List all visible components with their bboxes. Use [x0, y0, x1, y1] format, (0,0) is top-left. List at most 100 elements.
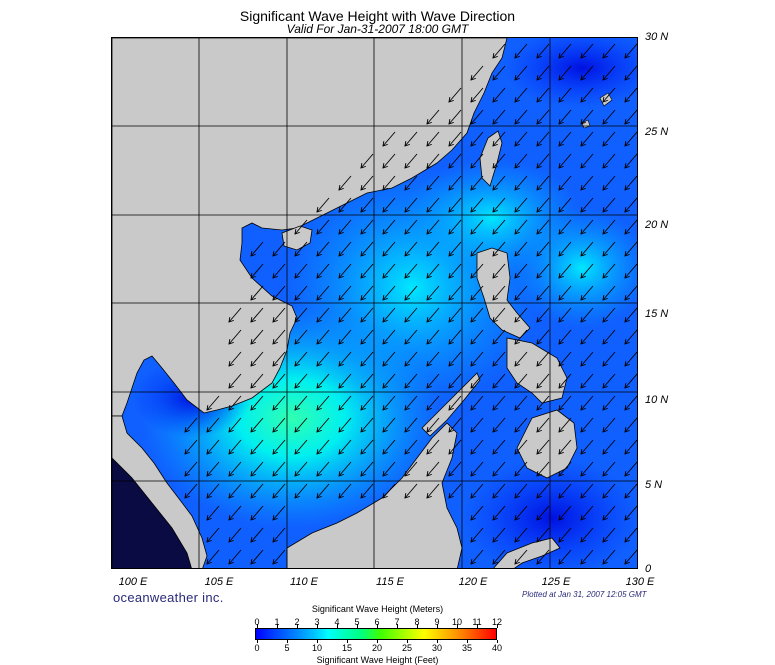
wave-arrow [493, 109, 506, 124]
wave-arrow [537, 65, 550, 80]
wave-arrow [537, 329, 550, 344]
wave-arrow [515, 351, 528, 366]
wave-arrow [559, 65, 572, 80]
legend-feet-tickmark [257, 640, 258, 643]
wave-arrow [581, 219, 594, 234]
wave-arrow [537, 461, 550, 476]
wave-arrow [471, 505, 484, 520]
wave-arrow [317, 395, 330, 410]
wave-arrow [471, 483, 484, 498]
wave-arrow [625, 263, 637, 278]
wave-arrow [273, 549, 286, 564]
wave-arrow [581, 65, 594, 80]
wave-arrow [295, 263, 308, 278]
wave-arrow [581, 153, 594, 168]
legend-meter-tick: 10 [451, 617, 463, 627]
lon-label-125e: 125 E [541, 576, 571, 588]
wave-arrow [559, 131, 572, 146]
wave-arrow [603, 241, 616, 256]
wave-arrow [317, 219, 330, 234]
wave-arrow [251, 439, 264, 454]
wave-arrow [449, 483, 462, 498]
wave-arrow [625, 439, 637, 454]
wave-arrow [471, 175, 484, 190]
wave-arrow [361, 197, 374, 212]
wave-arrow [361, 417, 374, 432]
wave-arrow [405, 395, 418, 410]
wave-arrow [207, 505, 220, 520]
wave-arrow [537, 351, 550, 366]
wave-arrow [537, 307, 550, 322]
wave-arrow [449, 219, 462, 234]
legend-meter-tick: 2 [294, 617, 300, 627]
wave-arrow [251, 285, 264, 300]
wave-arrow [581, 131, 594, 146]
wave-arrow [559, 285, 572, 300]
wave-arrow [427, 241, 440, 256]
wave-arrow [625, 549, 637, 564]
wave-arrow [493, 241, 506, 256]
wave-arrow [559, 219, 572, 234]
wave-arrow [471, 285, 484, 300]
wave-arrow [581, 461, 594, 476]
legend-feet-tick: 15 [341, 643, 353, 653]
wave-arrow [427, 219, 440, 234]
wave-arrow [471, 241, 484, 256]
wave-arrow [405, 197, 418, 212]
wave-arrow [515, 285, 528, 300]
wave-arrow [559, 483, 572, 498]
wave-arrow [603, 219, 616, 234]
wave-arrow [471, 527, 484, 542]
wave-arrow [405, 131, 418, 146]
wave-arrow [559, 439, 572, 454]
wave-arrow [251, 461, 264, 476]
wave-arrow [603, 263, 616, 278]
wave-arrow [229, 527, 242, 542]
wave-arrow [405, 219, 418, 234]
wave-arrow [185, 461, 198, 476]
wave-arrow [427, 417, 440, 432]
wave-arrow [559, 241, 572, 256]
wave-arrow [515, 527, 528, 542]
wave-arrow [295, 483, 308, 498]
wave-arrow [383, 373, 396, 388]
legend-meter-tick: 8 [414, 617, 420, 627]
wave-arrow [207, 395, 220, 410]
wave-arrow [273, 505, 286, 520]
wave-arrow [625, 329, 637, 344]
wave-arrow [449, 417, 462, 432]
wave-arrow [295, 395, 308, 410]
wave-arrow [471, 395, 484, 410]
wave-arrow [317, 263, 330, 278]
wave-arrow [405, 439, 418, 454]
wave-arrow [361, 153, 374, 168]
wave-arrow [317, 351, 330, 366]
wave-arrow [493, 395, 506, 410]
wave-arrow [493, 263, 506, 278]
lon-label-110e: 110 E [290, 576, 318, 588]
wave-arrow [339, 417, 352, 432]
wave-arrow [471, 307, 484, 322]
legend-meter-tick: 12 [491, 617, 503, 627]
wave-arrow [603, 131, 616, 146]
wave-arrow [625, 395, 637, 410]
legend-meter-tick: 11 [472, 617, 482, 627]
wave-arrow [295, 219, 308, 234]
wave-arrow [581, 241, 594, 256]
wave-arrow [251, 373, 264, 388]
lon-label-130e: 130 E [625, 576, 655, 588]
wave-arrow [603, 527, 616, 542]
wave-arrow [339, 461, 352, 476]
wave-arrow [229, 395, 242, 410]
wave-arrow [449, 285, 462, 300]
legend-meter-tick: 7 [394, 617, 400, 627]
chart-title: Significant Wave Height with Wave Direct… [239, 8, 516, 24]
wave-arrow [405, 373, 418, 388]
lon-label-120e: 120 E [458, 576, 488, 588]
wave-arrow [515, 483, 528, 498]
wave-arrow [427, 109, 440, 124]
lon-label-115e: 115 E [376, 576, 404, 588]
sulawesi [493, 537, 561, 568]
wave-arrow [559, 307, 572, 322]
legend-meter-tickmark [417, 624, 418, 628]
